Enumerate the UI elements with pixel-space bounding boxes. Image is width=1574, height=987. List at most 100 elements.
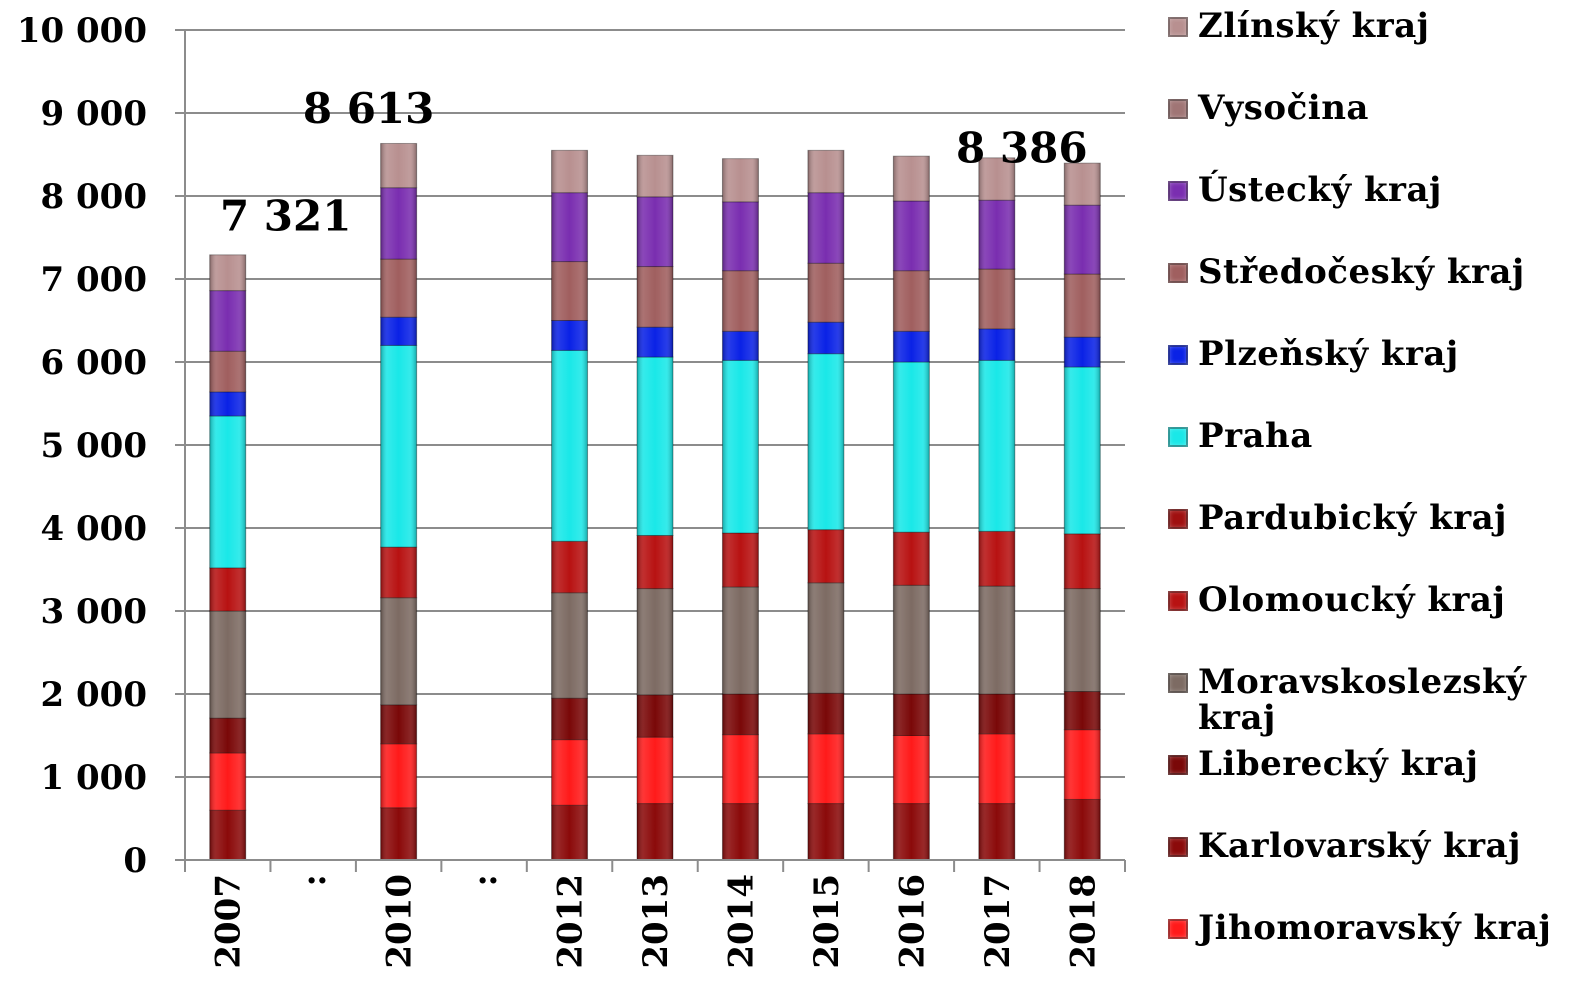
- data-labels: 7 321 8 613 8 386: [220, 84, 1088, 240]
- bar-segment-shading: [637, 535, 673, 589]
- bar-segment-shading: [637, 266, 673, 328]
- bar-segment-shading: [551, 192, 588, 262]
- bar-segment-shading: [209, 351, 246, 392]
- bar-segment-shading: [978, 803, 1015, 860]
- legend-swatch: [1168, 591, 1188, 611]
- bar-segment-shading: [1064, 533, 1101, 589]
- bar-segment-shading: [893, 362, 930, 533]
- x-tick-label: :: [294, 874, 334, 887]
- legend-swatch: [1168, 345, 1188, 365]
- legend-label: Jihomoravský kraj: [1198, 908, 1552, 948]
- bar-segment-shading: [807, 693, 844, 734]
- bar-segment-shading: [551, 261, 588, 321]
- bar-segment-shading: [209, 752, 246, 811]
- bar-segment-shading: [722, 734, 759, 804]
- legend-label: Pardubický kraj: [1198, 498, 1507, 538]
- y-tick-label: 8 000: [41, 177, 147, 217]
- bar-segment-shading: [380, 547, 417, 598]
- y-tick-label: 4 000: [41, 509, 147, 549]
- bar-segment-shading: [722, 586, 759, 694]
- bar-segment-shading: [637, 803, 673, 860]
- bar-segment-shading: [807, 322, 844, 354]
- bar-segment-shading: [807, 150, 844, 193]
- bar-segment-shading: [722, 360, 759, 533]
- y-tick-labels: 0 1 000 2 000 3 000 4 000 5 000 6 000 7 000 8 00…: [17, 11, 147, 881]
- bar-segment-shading: [551, 150, 588, 193]
- bar-segment-shading: [551, 698, 588, 740]
- x-tick-label: 2012: [551, 874, 591, 969]
- bar-segment-shading: [380, 345, 417, 548]
- x-tick-label: 2010: [380, 874, 420, 969]
- bar-segment-shading: [551, 350, 588, 542]
- bar-segment-shading: [978, 694, 1015, 734]
- bar-segment-shading: [978, 328, 1015, 361]
- bar-segment-shading: [637, 196, 673, 267]
- bar-segment-shading: [893, 331, 930, 362]
- x-tick-label: 2013: [636, 874, 676, 969]
- total-data-label: 8 613: [303, 84, 435, 133]
- bar-segment-shading: [637, 737, 673, 804]
- bar-segment-shading: [551, 592, 588, 699]
- legend-swatch: [1168, 263, 1188, 283]
- bar-segment-shading: [637, 327, 673, 358]
- bar-segment-shading: [978, 269, 1015, 329]
- legend-label: Zlínský kraj: [1198, 6, 1430, 46]
- bar-segment-shading: [380, 743, 417, 808]
- legend-label: Karlovarský kraj: [1198, 826, 1521, 866]
- x-tick-label: 2015: [807, 874, 847, 969]
- legend-label: Ústecký kraj: [1198, 170, 1442, 210]
- bar-segment-shading: [893, 200, 930, 271]
- legend-item: Zlínský kraj: [1168, 8, 1558, 44]
- bar-segment-shading: [807, 733, 844, 804]
- legend-label: Olomoucký kraj: [1198, 580, 1506, 620]
- legend-label: Moravskoslezský kraj: [1198, 662, 1527, 738]
- bar-segment-shading: [209, 810, 246, 860]
- bar-segment-shading: [1064, 163, 1101, 206]
- bar-segment-shading: [1064, 799, 1101, 860]
- legend-item: Praha: [1168, 418, 1558, 454]
- bar-segment-shading: [722, 532, 759, 587]
- legend-swatch: [1168, 509, 1188, 529]
- legend-label: Středočeský kraj: [1198, 252, 1525, 292]
- bar-segment-shading: [722, 158, 759, 202]
- x-tick-labels: 2007: 2010: 2012 2013 2014 2015 2016 2017 2018: [209, 874, 1104, 969]
- legend-swatch: [1168, 837, 1188, 857]
- legend-label: Praha: [1198, 416, 1313, 456]
- legend-item: Pardubický kraj: [1168, 500, 1558, 536]
- bar-segment-shading: [893, 694, 930, 736]
- bar-segment-shading: [380, 143, 417, 188]
- x-tick-label: 2007: [209, 874, 249, 969]
- bar-segment-shading: [380, 259, 417, 318]
- bar-segment-shading: [807, 192, 844, 264]
- bar-segment-shading: [807, 803, 844, 860]
- bar-segment-shading: [807, 529, 844, 583]
- bar-segment-shading: [1064, 691, 1101, 730]
- y-tick-label: 6 000: [41, 343, 147, 383]
- x-tick-label: 2018: [1063, 874, 1103, 969]
- x-tick-label: 2014: [721, 874, 761, 969]
- bar-segment-shading: [637, 694, 673, 738]
- legend-label: Vysočina: [1198, 88, 1369, 128]
- y-tick-label: 1 000: [41, 758, 147, 798]
- bar-segment-shading: [893, 585, 930, 694]
- x-tick-label: :: [465, 874, 505, 887]
- bar-segment-shading: [1064, 274, 1101, 338]
- legend-item: Karlovarský kraj: [1168, 828, 1558, 864]
- bar-segment-shading: [807, 263, 844, 323]
- bar-segment-shading: [978, 360, 1015, 532]
- legend-item: Moravskoslezský kraj: [1168, 664, 1558, 736]
- bar-segment-shading: [551, 541, 588, 593]
- y-tick-label: 3 000: [41, 592, 147, 632]
- legend-swatch: [1168, 919, 1188, 939]
- bar-segment-shading: [1064, 366, 1101, 534]
- bar-segment-shading: [978, 200, 1015, 270]
- legend-swatch: [1168, 755, 1188, 775]
- y-tick-label: 9 000: [41, 94, 147, 134]
- y-tick-label: 7 000: [41, 260, 147, 300]
- bar-segment-shading: [893, 803, 930, 860]
- legend-label: Liberecký kraj: [1198, 744, 1479, 784]
- bar-segment-shading: [722, 694, 759, 735]
- bar-segment-shading: [722, 201, 759, 271]
- axes: [175, 29, 1126, 872]
- x-tick-label: 2017: [978, 874, 1018, 969]
